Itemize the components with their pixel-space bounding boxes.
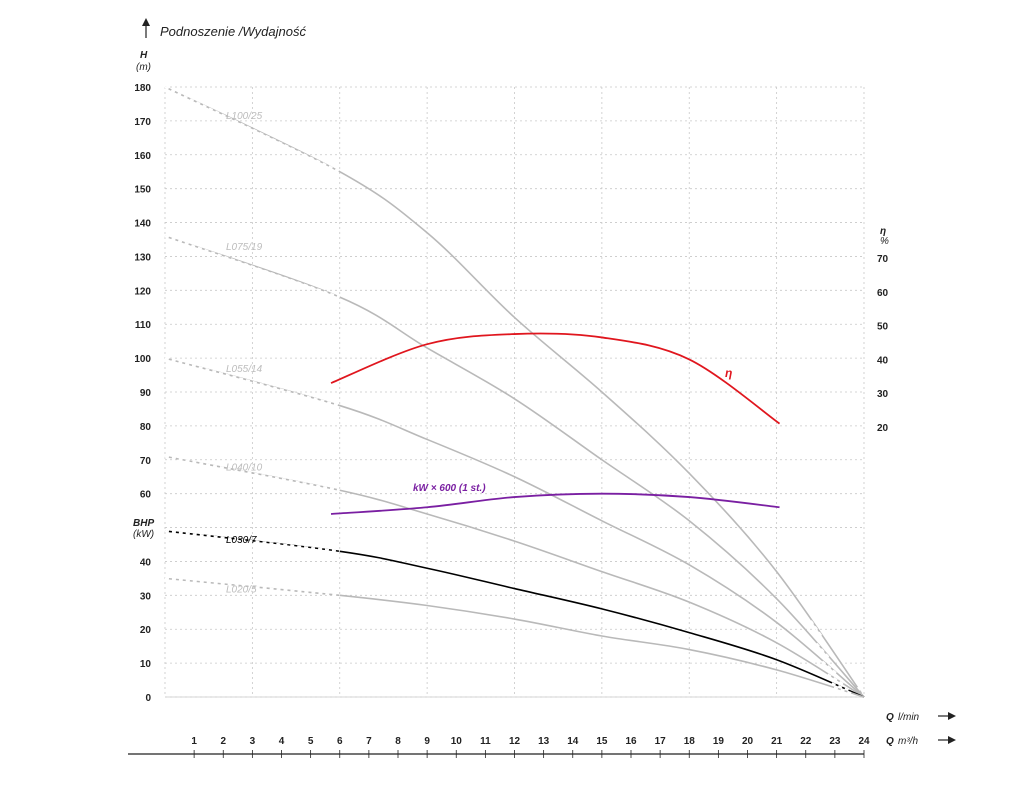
- q-m3-h-unit: m³/h: [898, 736, 918, 747]
- right-tick-label: 30: [877, 389, 889, 400]
- curve-dash-overlay: [164, 577, 340, 597]
- left-tick-label: 180: [134, 83, 151, 94]
- right-tick-label: 70: [877, 254, 889, 265]
- bottom-tick-label: 14: [567, 736, 579, 747]
- right-arrowhead-icon: [948, 712, 956, 720]
- curve-l055-14: [164, 357, 865, 698]
- q-l-min-unit: l/min: [898, 712, 920, 723]
- curve-dash-overlay: [164, 455, 340, 492]
- bottom-tick-label: 23: [829, 736, 841, 747]
- bottom-tick-label: 10: [451, 736, 463, 747]
- right-arrowhead-icon-2: [948, 736, 956, 744]
- grid: [128, 86, 865, 755]
- bottom-tick-label: 1: [191, 736, 197, 747]
- left-tick-label: 160: [134, 151, 151, 162]
- efficiency-curve: [330, 332, 781, 425]
- left-tick-label: 130: [134, 252, 151, 263]
- curve-label: L030/7: [226, 535, 257, 546]
- left-tick-label: 80: [140, 422, 152, 433]
- left-tick-label: 120: [134, 286, 151, 297]
- curve-labels: L100/25 L075/19 L055/14 L040/10 L030/7 L020/5…: [226, 111, 732, 595]
- left-tick-label: 0: [145, 693, 151, 704]
- chart-title: Podnoszenie /Wydajność: [160, 24, 306, 39]
- left-tick-label: 170: [134, 117, 151, 128]
- left-tick-label: 20: [140, 625, 152, 636]
- right-tick-label: 60: [877, 288, 889, 299]
- right-axis-name: η: [880, 226, 886, 237]
- bottom-tick-label: 17: [655, 736, 667, 747]
- curve-dash-overlay: [164, 235, 341, 299]
- curve-dash-overlay: [164, 529, 340, 553]
- bottom-tick-label: 13: [538, 736, 550, 747]
- left-tick-label: 90: [140, 388, 152, 399]
- bottom-tick-label: 3: [250, 736, 256, 747]
- bhp-axis-name: BHP: [133, 518, 154, 529]
- bottom-tick-labels: 1 2 3 4 5 6 7 8 9 10 11 12 13 14 15 16 17 18 19 20 21 22 23 24: [191, 736, 870, 758]
- left-tick-labels: 0 10 20 30 40 60 70 80 90 100 110 120 130 140 150 160 17…: [134, 83, 151, 704]
- q-l-min-q: Q: [886, 712, 894, 723]
- q-l-min-label: Q l/min: [886, 712, 956, 723]
- right-tick-label: 20: [877, 423, 889, 434]
- curve-dash-overlay: [775, 570, 865, 698]
- power-label: kW × 600 (1 st.): [413, 483, 486, 494]
- bottom-tick-label: 7: [366, 736, 372, 747]
- left-tick-label: 140: [134, 219, 151, 230]
- right-tick-labels: 20 30 40 50 60 70: [877, 254, 889, 434]
- bottom-tick-label: 20: [742, 736, 754, 747]
- curve-label: L100/25: [226, 111, 263, 122]
- right-axis-unit: %: [880, 236, 889, 247]
- bottom-tick-label: 19: [713, 736, 725, 747]
- left-tick-label: 60: [140, 490, 152, 501]
- q-m3-h-label: Q m³/h: [886, 736, 956, 747]
- bottom-tick-label: 9: [424, 736, 430, 747]
- left-tick-label: 40: [140, 557, 152, 568]
- curve-label: L040/10: [226, 462, 263, 473]
- bottom-tick-label: 12: [509, 736, 521, 747]
- bottom-tick-label: 21: [771, 736, 783, 747]
- curve-label: L055/14: [226, 364, 263, 375]
- curve-l100-25: [164, 86, 865, 698]
- header: Podnoszenie /Wydajność: [142, 18, 306, 39]
- curves: [164, 86, 865, 699]
- left-axis-name: H: [140, 50, 148, 61]
- curve-dash-overlay: [164, 357, 341, 407]
- bottom-tick-label: 24: [858, 736, 870, 747]
- curve-label: L075/19: [226, 242, 263, 253]
- left-tick-label: 30: [140, 591, 152, 602]
- left-tick-label: 70: [140, 456, 152, 467]
- efficiency-label: η: [725, 366, 732, 380]
- bhp-axis-unit: (kW): [133, 529, 154, 540]
- left-tick-label: 150: [134, 185, 151, 196]
- power-curve: [330, 492, 780, 515]
- bottom-tick-label: 16: [625, 736, 637, 747]
- up-arrowhead-icon: [142, 18, 150, 26]
- left-tick-label: 100: [134, 354, 151, 365]
- left-tick-label: 110: [135, 320, 152, 331]
- curve-label: L020/5: [226, 584, 257, 595]
- q-m3-h-q: Q: [886, 736, 894, 747]
- right-tick-label: 40: [877, 355, 889, 366]
- right-tick-label: 50: [877, 322, 889, 333]
- curve-l030-7: [164, 530, 865, 698]
- curve-dash-overlay: [164, 86, 341, 173]
- bottom-tick-label: 8: [395, 736, 401, 747]
- left-axis-unit: (m): [136, 62, 151, 73]
- left-tick-label: 10: [140, 659, 152, 670]
- bottom-tick-label: 22: [800, 736, 812, 747]
- bottom-tick-label: 15: [596, 736, 608, 747]
- bottom-tick-label: 2: [220, 736, 226, 747]
- bottom-tick-label: 5: [308, 736, 314, 747]
- bottom-tick-label: 4: [279, 736, 285, 747]
- bottom-tick-label: 18: [684, 736, 696, 747]
- bottom-tick-label: 11: [480, 736, 491, 747]
- bottom-tick-label: 6: [337, 736, 343, 747]
